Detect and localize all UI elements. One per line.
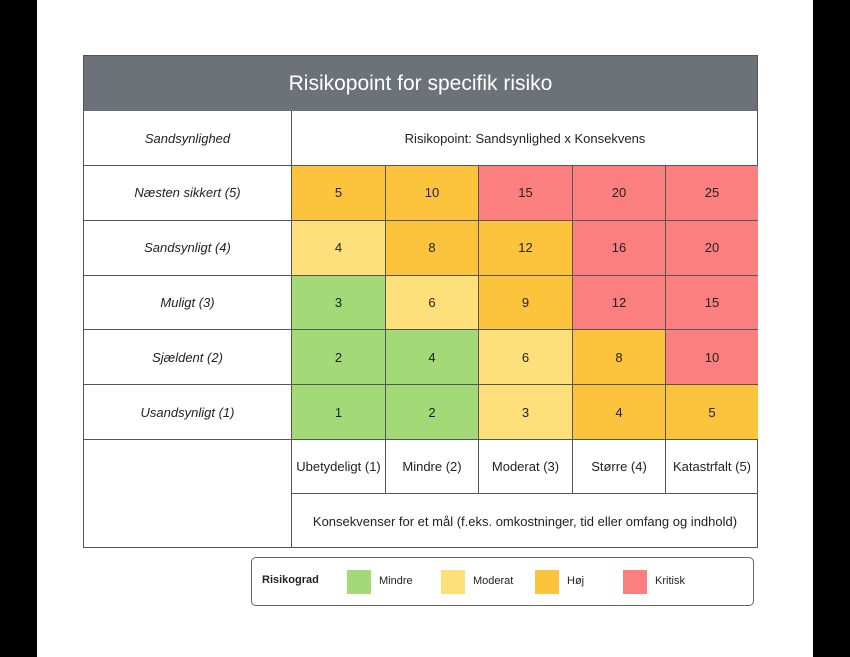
risk-cell: 3 xyxy=(479,385,573,440)
risk-cell: 15 xyxy=(479,166,573,221)
legend: Risikograd Mindre Moderat Høj Kritisk xyxy=(251,557,754,606)
risk-cell: 2 xyxy=(292,330,386,386)
legend-label-moderat: Moderat xyxy=(473,575,514,587)
column-label: Ubetydeligt (1) xyxy=(292,440,386,494)
risk-cell: 16 xyxy=(573,220,666,276)
page: Risikopoint for specifik risiko Sandsynl… xyxy=(37,0,813,657)
legend-swatch-mindre xyxy=(347,570,371,594)
risk-cell: 10 xyxy=(666,330,758,386)
column-label: Større (4) xyxy=(573,440,666,494)
matrix-title: Risikopoint for specifik risiko xyxy=(84,56,757,111)
legend-swatch-hoj xyxy=(535,570,559,594)
risk-cell: 5 xyxy=(666,385,758,440)
bottom-left-blank xyxy=(84,440,292,548)
legend-label-kritisk: Kritisk xyxy=(655,575,685,587)
risk-cell: 15 xyxy=(666,275,758,331)
risk-cell: 8 xyxy=(386,220,479,276)
legend-title: Risikograd xyxy=(262,574,319,586)
column-label: Mindre (2) xyxy=(386,440,479,494)
legend-swatch-kritisk xyxy=(623,570,647,594)
risk-cell: 4 xyxy=(292,220,386,276)
risk-cell: 20 xyxy=(666,220,758,276)
risk-cell: 12 xyxy=(479,220,573,276)
formula-label: Risikopoint: Sandsynlighed x Konsekvens xyxy=(292,111,758,166)
risk-matrix: Risikopoint for specifik risiko Sandsynl… xyxy=(83,55,758,548)
risk-cell: 2 xyxy=(386,385,479,440)
risk-cell: 6 xyxy=(479,330,573,386)
column-label: Moderat (3) xyxy=(479,440,573,494)
risk-cell: 4 xyxy=(573,385,666,440)
risk-cell: 25 xyxy=(666,166,758,221)
risk-cell: 4 xyxy=(386,330,479,386)
consequence-footer: Konsekvenser for et mål (f.eks. omkostni… xyxy=(312,513,738,529)
risk-cell: 6 xyxy=(386,275,479,331)
legend-swatch-moderat xyxy=(441,570,465,594)
risk-cell: 3 xyxy=(292,275,386,331)
column-label: Katastrfalt (5) xyxy=(666,440,758,494)
row-label: Sandsynligt (4) xyxy=(84,220,292,276)
row-label: Sjældent (2) xyxy=(84,330,292,386)
legend-label-hoj: Høj xyxy=(567,575,585,587)
risk-cell: 20 xyxy=(573,166,666,221)
risk-cell: 1 xyxy=(292,385,386,440)
risk-cell: 8 xyxy=(573,330,666,386)
row-label: Næsten sikkert (5) xyxy=(84,166,292,221)
risk-cell: 12 xyxy=(573,275,666,331)
risk-cell: 10 xyxy=(386,166,479,221)
row-axis-label: Sandsynlighed xyxy=(84,111,292,166)
risk-cell: 9 xyxy=(479,275,573,331)
row-label: Muligt (3) xyxy=(84,275,292,331)
row-label: Usandsynligt (1) xyxy=(84,385,292,440)
legend-label-mindre: Mindre xyxy=(379,575,413,587)
risk-cell: 5 xyxy=(292,166,386,221)
